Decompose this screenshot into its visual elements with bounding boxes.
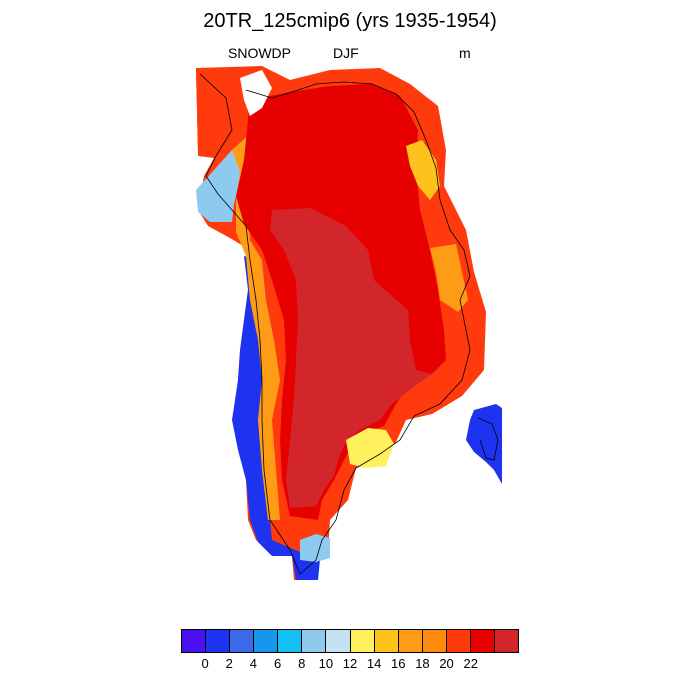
interior-max [270, 208, 432, 508]
coastline [199, 73, 471, 575]
colorbar-tick-label: 10 [318, 656, 334, 671]
southeast-warm [346, 428, 394, 468]
colorbar-swatch [470, 630, 496, 652]
colorbar-swatch [206, 630, 231, 652]
island-coast [477, 417, 499, 461]
colorbar-tick-label: 18 [415, 656, 430, 671]
colorbar-swatch [182, 630, 207, 652]
colorbar-swatch [302, 630, 327, 652]
colorbar-swatch [350, 630, 375, 652]
colorbar-swatch [495, 630, 519, 652]
colorbar-tick-label: 2 [225, 656, 233, 671]
east-island [466, 404, 502, 484]
colorbar-tick-label: 8 [298, 656, 306, 671]
south-tip-cyan [300, 534, 330, 562]
colorbar-swatch [254, 630, 279, 652]
colorbar-swatch [374, 630, 399, 652]
season-label: DJF [333, 45, 359, 61]
colorbar-swatch [230, 630, 255, 652]
colorbar-swatch [398, 630, 423, 652]
colorbar-swatch [422, 630, 447, 652]
colorbar-swatch [326, 630, 351, 652]
colorbar-tick-label: 22 [463, 656, 478, 671]
colorbar [181, 629, 519, 653]
colorbar-swatch [278, 630, 303, 652]
northwest-patch [196, 68, 252, 150]
west-light-band [196, 140, 244, 222]
plot-title: 20TR_125cmip6 (yrs 1935-1954) [203, 10, 497, 32]
colorbar-tick-label: 20 [439, 656, 454, 671]
colorbar-tick-label: 0 [201, 656, 209, 671]
colorbar-tick-label: 12 [342, 656, 358, 671]
west-snow-band [232, 256, 320, 580]
variable-label: SNOWDP [228, 45, 291, 61]
colorbar-tick-label: 16 [391, 656, 406, 671]
east-warm-strip [430, 244, 468, 312]
west-warm-strip [232, 130, 280, 520]
units-label: m [459, 45, 471, 61]
colorbar-tick-label: 4 [249, 656, 258, 671]
colorbar-tick-label: 14 [366, 656, 382, 671]
colorbar-tick-label: 6 [273, 656, 282, 671]
colorbar-swatch [446, 630, 471, 652]
